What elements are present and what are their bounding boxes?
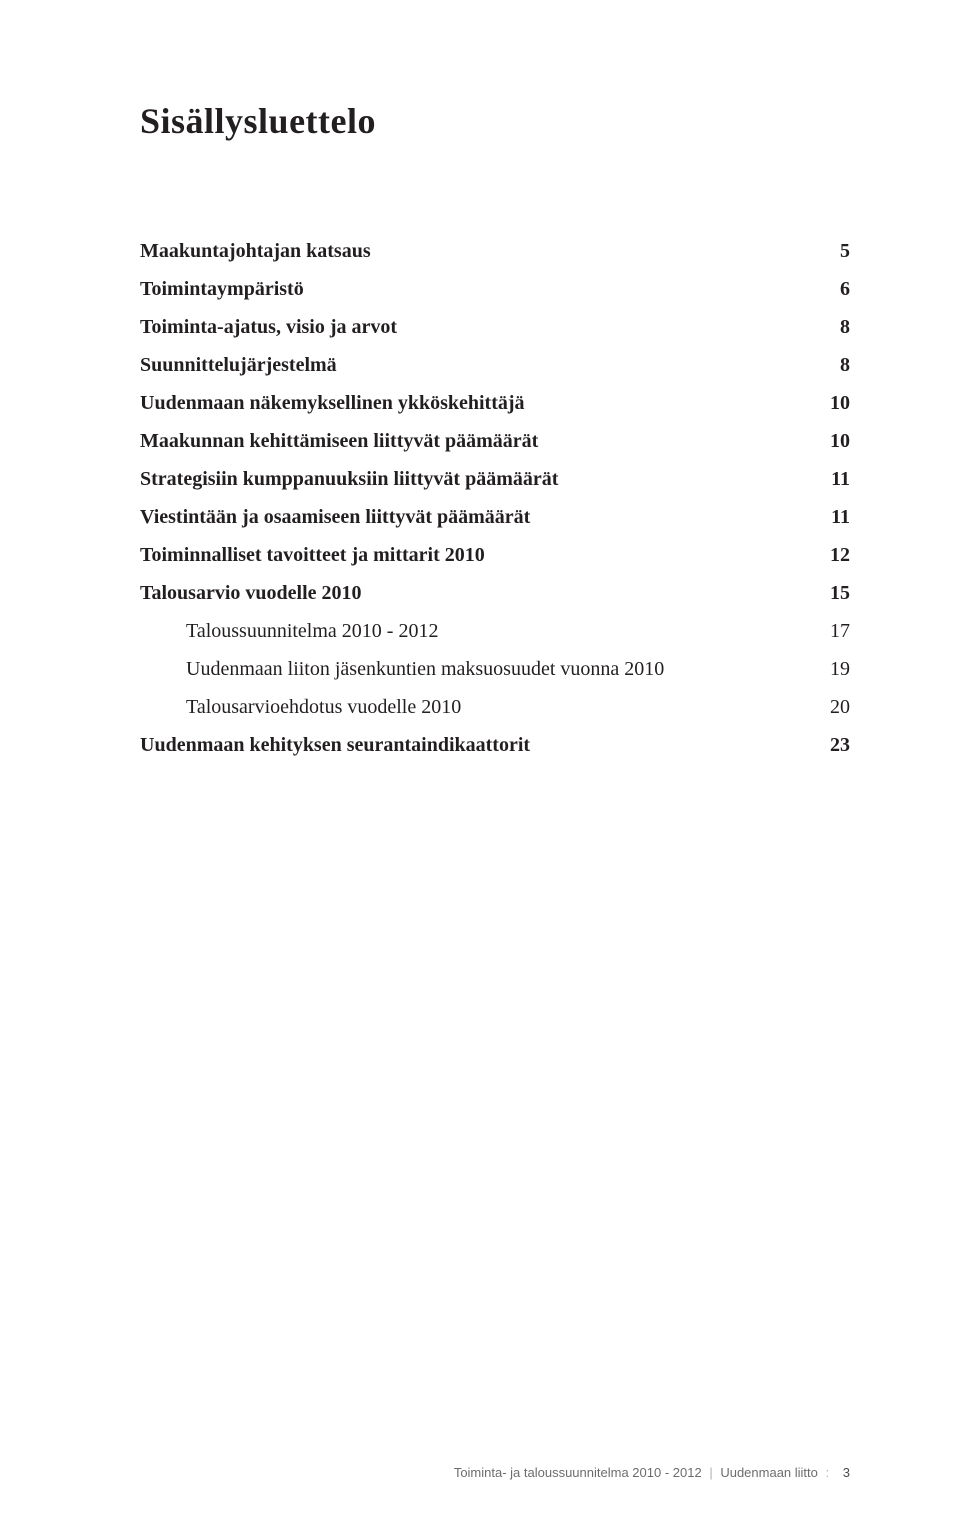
footer-right: Uudenmaan liitto	[720, 1465, 818, 1480]
toc-label: Maakunnan kehittämiseen liittyvät päämää…	[140, 422, 810, 460]
toc-label: Toimintaympäristö	[140, 270, 810, 308]
page-title: Sisällysluettelo	[140, 100, 850, 142]
toc-page-number: 10	[810, 384, 850, 422]
toc-label: Strategisiin kumppanuuksiin liittyvät pä…	[140, 460, 810, 498]
toc-page-number: 8	[810, 346, 850, 384]
toc-row: Strategisiin kumppanuuksiin liittyvät pä…	[140, 460, 850, 498]
toc-label: Toiminnalliset tavoitteet ja mittarit 20…	[140, 536, 810, 574]
toc-page-number: 12	[810, 536, 850, 574]
footer-left: Toiminta- ja taloussuunnitelma 2010 - 20…	[454, 1465, 702, 1480]
toc-row: Toiminnalliset tavoitteet ja mittarit 20…	[140, 536, 850, 574]
toc-page-number: 15	[810, 574, 850, 612]
toc-label: Viestintään ja osaamiseen liittyvät pääm…	[140, 498, 810, 536]
toc-page-number: 19	[810, 650, 850, 688]
toc-row: Talousarvio vuodelle 201015	[140, 574, 850, 612]
toc-row: Taloussuunnitelma 2010 - 201217	[140, 612, 850, 650]
toc-page-number: 8	[810, 308, 850, 346]
toc-label: Uudenmaan näkemyksellinen ykköskehittäjä	[140, 384, 810, 422]
toc-page-number: 20	[810, 688, 850, 726]
toc-row: Talousarvioehdotus vuodelle 201020	[140, 688, 850, 726]
toc-page-number: 5	[810, 232, 850, 270]
toc-row: Uudenmaan näkemyksellinen ykköskehittäjä…	[140, 384, 850, 422]
toc-page-number: 17	[810, 612, 850, 650]
footer-page-number: 3	[843, 1465, 850, 1480]
toc-page-number: 11	[810, 460, 850, 498]
toc-row: Suunnittelujärjestelmä8	[140, 346, 850, 384]
toc-page-number: 11	[810, 498, 850, 536]
toc-label: Uudenmaan liiton jäsenkuntien maksuosuud…	[140, 650, 810, 688]
toc-label: Maakuntajohtajan katsaus	[140, 232, 810, 270]
toc-row: Toiminta-ajatus, visio ja arvot8	[140, 308, 850, 346]
toc-label: Toiminta-ajatus, visio ja arvot	[140, 308, 810, 346]
toc-page-number: 6	[810, 270, 850, 308]
toc-row: Maakunnan kehittämiseen liittyvät päämää…	[140, 422, 850, 460]
toc-label: Suunnittelujärjestelmä	[140, 346, 810, 384]
toc-page-number: 10	[810, 422, 850, 460]
page-footer: Toiminta- ja taloussuunnitelma 2010 - 20…	[454, 1465, 850, 1480]
footer-separator: :	[826, 1465, 830, 1480]
toc-label: Talousarvioehdotus vuodelle 2010	[140, 688, 810, 726]
toc-row: Maakuntajohtajan katsaus5	[140, 232, 850, 270]
toc-row: Uudenmaan kehityksen seurantaindikaattor…	[140, 726, 850, 764]
toc-label: Taloussuunnitelma 2010 - 2012	[140, 612, 810, 650]
document-page: Sisällysluettelo Maakuntajohtajan katsau…	[0, 0, 960, 1528]
toc-row: Toimintaympäristö6	[140, 270, 850, 308]
table-of-contents: Maakuntajohtajan katsaus5Toimintaympäris…	[140, 232, 850, 764]
toc-label: Talousarvio vuodelle 2010	[140, 574, 810, 612]
toc-row: Viestintään ja osaamiseen liittyvät pääm…	[140, 498, 850, 536]
footer-separator: |	[709, 1465, 712, 1480]
toc-page-number: 23	[810, 726, 850, 764]
toc-label: Uudenmaan kehityksen seurantaindikaattor…	[140, 726, 810, 764]
toc-row: Uudenmaan liiton jäsenkuntien maksuosuud…	[140, 650, 850, 688]
